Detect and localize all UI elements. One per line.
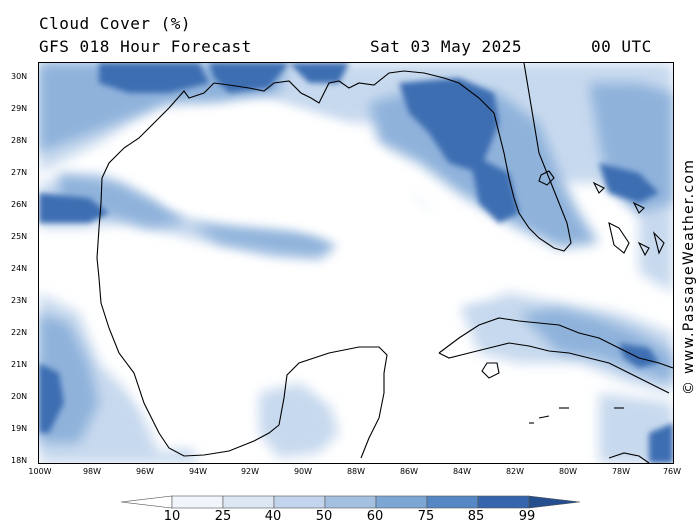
lon-label: 94W — [188, 467, 208, 476]
lat-label: 22N — [11, 328, 28, 337]
lon-label: 90W — [293, 467, 313, 476]
lon-label: 88W — [346, 467, 366, 476]
cloud-field — [39, 63, 673, 463]
legend-swatch — [171, 495, 224, 509]
lat-label: 21N — [11, 360, 28, 369]
lat-label: 19N — [11, 424, 28, 433]
legend-swatch — [426, 495, 479, 509]
legend-swatch — [120, 495, 173, 509]
legend-label: 85 — [467, 509, 485, 524]
lon-label: 100W — [28, 467, 52, 476]
chart-title: Cloud Cover (%) — [39, 14, 191, 33]
lon-label: 98W — [82, 467, 102, 476]
cloud-cover-map[interactable] — [38, 62, 674, 464]
lon-label: 80W — [558, 467, 578, 476]
lon-label: 96W — [135, 467, 155, 476]
lat-label: 24N — [11, 264, 28, 273]
forecast-date: Sat 03 May 2025 — [370, 37, 522, 56]
legend-swatch — [375, 495, 428, 509]
legend-label: 40 — [264, 509, 282, 524]
lat-label: 25N — [11, 232, 28, 241]
lat-label: 23N — [11, 296, 28, 305]
lat-label: 30N — [11, 72, 28, 81]
legend-swatch — [273, 495, 326, 509]
legend-label: 75 — [417, 509, 435, 524]
legend-label: 60 — [366, 509, 384, 524]
lat-label: 18N — [11, 456, 28, 465]
lat-label: 29N — [11, 104, 28, 113]
lon-label: 84W — [452, 467, 472, 476]
lon-label: 92W — [240, 467, 260, 476]
legend-swatch — [324, 495, 377, 509]
coastline — [96, 63, 673, 463]
legend-swatch — [528, 495, 581, 509]
lat-label: 28N — [11, 136, 28, 145]
lat-label: 20N — [11, 392, 28, 401]
forecast-time: 00 UTC — [591, 37, 652, 56]
lat-label: 26N — [11, 200, 28, 209]
lon-label: 78W — [611, 467, 631, 476]
color-legend — [118, 494, 584, 514]
legend-swatch — [222, 495, 275, 509]
forecast-model: GFS 018 Hour Forecast — [39, 37, 252, 56]
legend-label: 99 — [518, 509, 536, 524]
legend-swatch — [477, 495, 530, 509]
lon-label: 86W — [399, 467, 419, 476]
site-credit: © www.PassageWeather.com — [681, 158, 697, 395]
legend-label: 25 — [214, 509, 232, 524]
legend-label: 50 — [315, 509, 333, 524]
legend-label: 10 — [163, 509, 181, 524]
lat-label: 27N — [11, 168, 28, 177]
lon-label: 82W — [505, 467, 525, 476]
lon-label: 76W — [662, 467, 682, 476]
